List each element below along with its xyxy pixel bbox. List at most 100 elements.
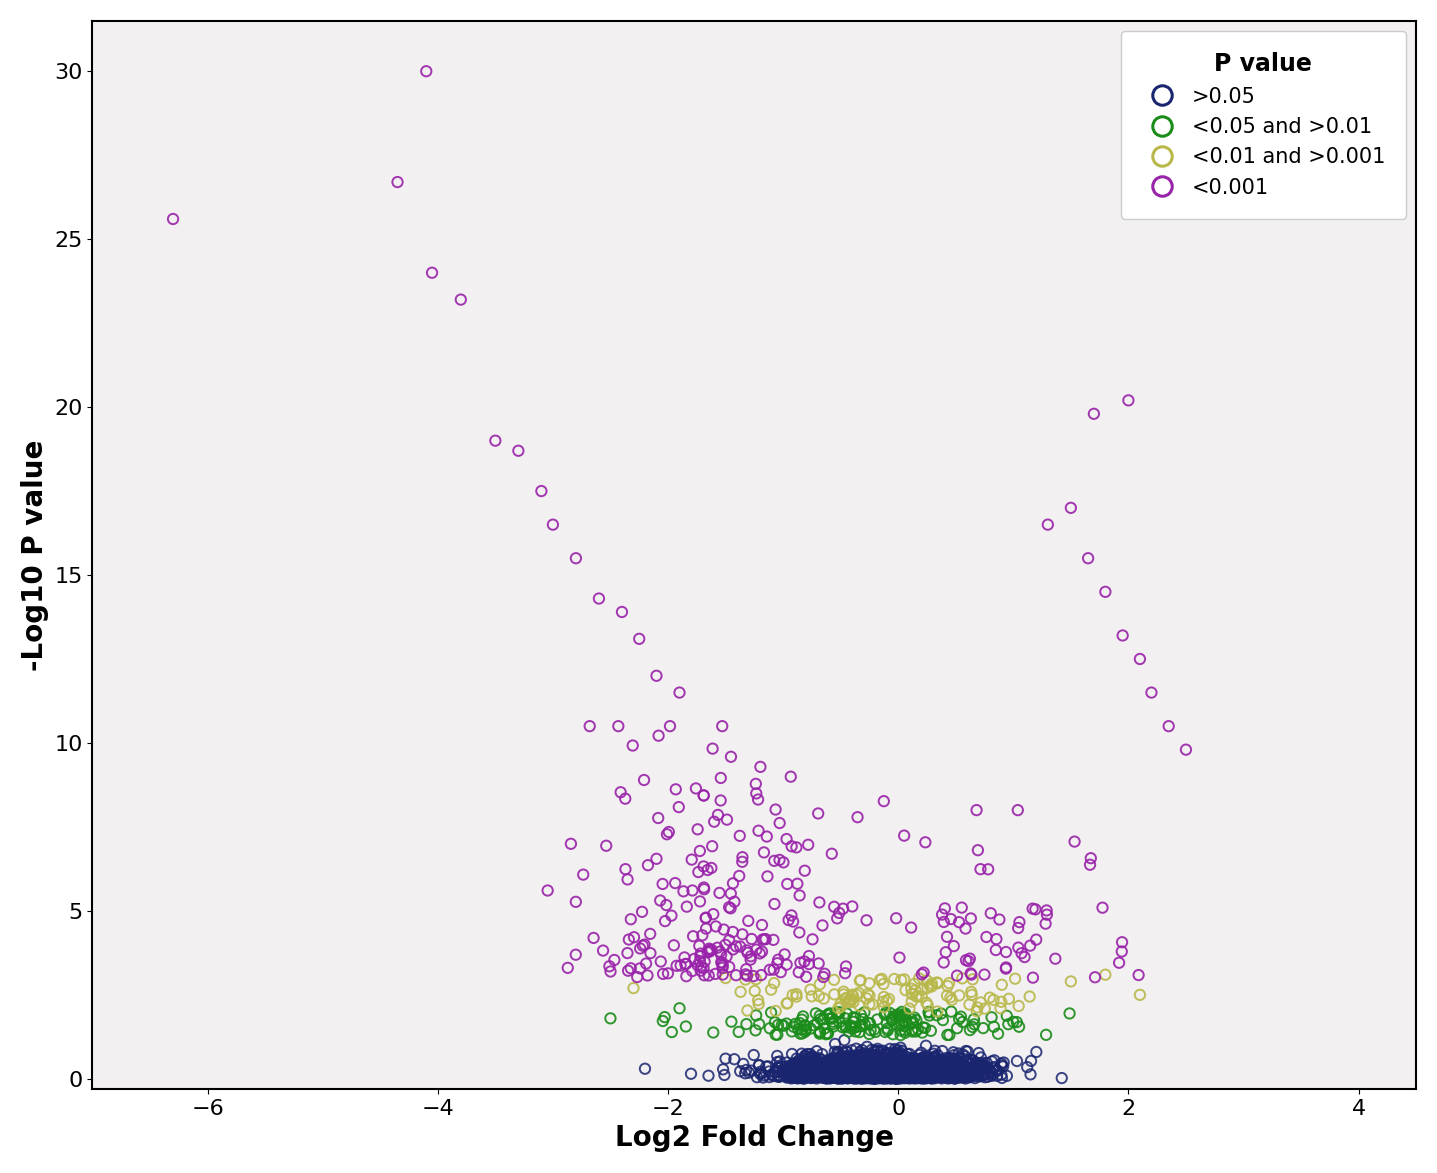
Point [856,1065,879,1084]
Point [859,1050,882,1069]
Point [810,1064,833,1083]
Point [937,1065,960,1084]
Point [763,895,786,914]
Point [868,1055,891,1073]
Point [845,1055,868,1073]
Point [701,1023,724,1042]
Point [970,1058,993,1077]
Point [845,1060,868,1079]
Point [890,1065,912,1084]
Point [887,1008,910,1026]
Point [910,1049,933,1067]
Point [693,965,716,984]
Point [920,1060,943,1079]
Point [711,717,734,735]
Point [887,1046,910,1065]
Point [854,1060,877,1079]
Point [852,1047,875,1066]
Point [947,1052,970,1071]
Point [874,1063,897,1082]
Point [822,1065,845,1084]
Point [859,1058,882,1077]
Point [832,1057,855,1076]
Point [693,958,716,977]
Point [933,1056,956,1074]
Point [799,1019,822,1038]
Point [822,1050,845,1069]
Point [940,990,963,1009]
Point [855,1066,878,1085]
Point [935,1063,958,1082]
Point [826,1065,849,1084]
Point [900,1067,923,1086]
Point [858,974,881,992]
Point [767,1059,790,1078]
Point [844,1065,867,1084]
Point [875,1057,898,1076]
Point [865,1055,888,1073]
Point [595,836,618,855]
Point [884,1057,907,1076]
Point [869,1066,892,1085]
Point [845,985,868,1004]
Point [986,1062,1009,1080]
Point [647,808,670,827]
Point [1059,499,1082,517]
Point [923,1062,946,1080]
Point [887,1059,910,1078]
Point [900,1067,923,1086]
Point [887,1065,910,1084]
Point [874,1060,897,1079]
Point [930,1062,953,1080]
Point [943,1065,966,1084]
Point [842,1064,865,1083]
Point [835,1064,858,1083]
Point [829,1065,852,1084]
Point [851,1047,874,1066]
Point [997,989,1020,1008]
Point [859,1058,882,1077]
Point [731,853,754,872]
Point [918,1056,941,1074]
Point [766,1058,789,1077]
Point [792,1059,815,1078]
Point [875,1051,898,1070]
Point [931,1064,954,1083]
Point [920,1069,943,1087]
Point [892,1066,915,1085]
Point [885,1070,908,1089]
Point [931,1042,954,1060]
Point [882,1058,905,1077]
Point [888,1062,911,1080]
Point [890,1056,912,1074]
Point [839,992,862,1011]
Point [934,1055,957,1073]
Point [852,1064,875,1083]
Point [938,1063,961,1082]
Point [846,1060,869,1079]
Point [856,984,879,1003]
Point [915,1065,938,1084]
Point [892,1058,915,1077]
Point [854,1056,877,1074]
Point [842,1053,865,1072]
Point [838,1059,861,1078]
Point [842,1062,865,1080]
Point [900,979,923,998]
Point [887,1065,910,1084]
Point [754,1057,777,1076]
Point [891,1063,914,1082]
Point [803,1066,826,1085]
Point [902,1057,925,1076]
Point [852,1069,875,1087]
Point [787,1051,810,1070]
Point [868,1066,891,1085]
Point [872,988,895,1006]
Point [864,1049,887,1067]
Point [727,1023,750,1042]
Point [832,982,855,1001]
Point [888,1010,911,1029]
Point [723,893,746,911]
Point [832,1066,855,1085]
Point [898,1063,921,1082]
